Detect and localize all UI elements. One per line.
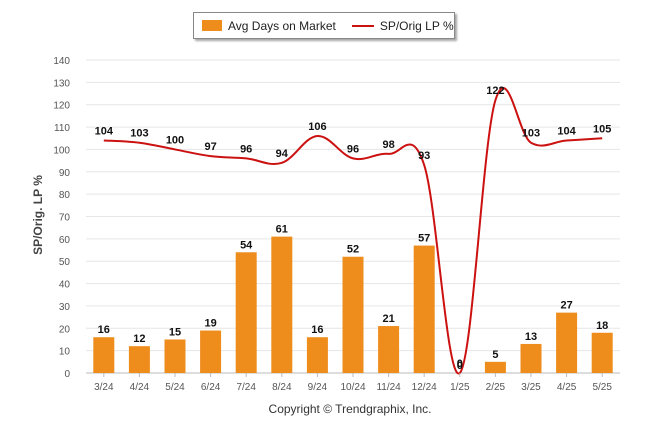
bar[interactable] [591, 332, 613, 373]
bar-data-label: 12 [133, 333, 145, 345]
x-tick-label: 9/24 [308, 382, 328, 393]
bar[interactable] [128, 346, 150, 373]
copyright-footer: Copyright © Trendgraphix, Inc. [268, 402, 432, 416]
bar[interactable] [520, 343, 542, 373]
line-data-label: 97 [204, 141, 216, 153]
y-tick-label: 110 [54, 123, 70, 134]
legend: Avg Days on Market SP/Orig LP % [193, 12, 455, 39]
bar[interactable] [271, 236, 293, 373]
line-data-label: 0 [457, 358, 463, 370]
line-data-label: 104 [95, 125, 114, 137]
line-data-label: 122 [486, 85, 504, 97]
bar[interactable] [93, 337, 115, 373]
x-tick-label: 7/24 [236, 382, 256, 393]
bar[interactable] [200, 330, 222, 373]
x-tick-label: 2/25 [486, 382, 506, 393]
x-tick-label: 10/24 [340, 382, 365, 393]
legend-label-bar: Avg Days on Market [228, 18, 336, 33]
line-path[interactable] [103, 87, 603, 375]
line-data-label: 103 [522, 128, 540, 140]
x-tick-label: 11/24 [376, 382, 401, 393]
line-data-label: 96 [347, 143, 359, 155]
x-axis-ticks: 3/24 4/24 5/24 6/24 7/24 8/24 9/24 10/24 11/24 12… [94, 373, 612, 393]
x-tick-label: 4/25 [557, 382, 577, 393]
bar[interactable] [378, 326, 400, 373]
bar-data-label: 27 [560, 300, 572, 312]
y-tick-label: 40 [59, 280, 71, 291]
y-tick-label: 70 [59, 213, 71, 224]
y-tick-label: 60 [59, 235, 71, 246]
legend-item-line[interactable]: SP/Orig LP % [351, 18, 454, 33]
legend-swatch-bar [202, 20, 222, 31]
x-tick-label: 4/24 [130, 382, 150, 393]
x-tick-label: 5/24 [165, 382, 185, 393]
bar-data-label: 57 [418, 233, 430, 245]
y-tick-label: 30 [59, 302, 71, 313]
bar-data-label: 54 [240, 239, 253, 251]
bar-data-label: 21 [382, 313, 394, 325]
bar[interactable] [235, 252, 257, 373]
bar-data-label: 19 [204, 318, 216, 330]
line-data-label: 104 [557, 125, 576, 137]
bar-data-label: 52 [347, 244, 359, 256]
bar[interactable] [413, 245, 435, 373]
line-data-label: 96 [240, 143, 252, 155]
legend-label-line: SP/Orig LP % [379, 18, 454, 33]
y-tick-label: 90 [59, 168, 71, 179]
line-data-label: 105 [593, 123, 611, 135]
x-tick-label: 1/25 [450, 382, 470, 393]
legend-item-bar[interactable]: Avg Days on Market [202, 19, 336, 33]
y-tick-label: 20 [59, 324, 71, 335]
x-tick-label: 12/24 [412, 382, 437, 393]
x-tick-label: 3/25 [521, 382, 541, 393]
x-tick-label: 3/24 [94, 382, 114, 393]
bar-data-label: 16 [98, 324, 110, 336]
line-data-label: 103 [130, 128, 148, 140]
y-tick-label: 130 [53, 78, 70, 89]
line-data-label: 106 [308, 121, 326, 133]
y-tick-label: 140 [53, 56, 70, 67]
line-data-label: 93 [418, 150, 430, 162]
y-tick-label: 10 [59, 347, 71, 358]
bar-series [93, 236, 613, 373]
legend-swatch-line [351, 24, 374, 27]
y-tick-label: 120 [53, 101, 70, 112]
y-axis-ticks: 0 10 20 30 40 50 60 70 80 90 100 110 120 130 140 [53, 56, 70, 380]
bar[interactable] [306, 337, 328, 373]
y-tick-label: 80 [59, 190, 71, 201]
bar-data-label: 18 [596, 320, 608, 332]
data-labels: 16 12 15 19 54 61 16 52 21 57 0 5 13 27 18 104 103 100 97 9… [95, 85, 612, 372]
bar-data-label: 16 [311, 324, 323, 336]
bar-data-label: 0 [457, 360, 463, 372]
bar[interactable] [556, 312, 578, 373]
line-series [103, 87, 603, 375]
x-tick-label: 6/24 [201, 382, 221, 393]
line-data-label: 100 [166, 134, 184, 146]
bar[interactable] [164, 339, 186, 373]
line-data-label: 98 [382, 139, 394, 151]
y-tick-label: 100 [53, 145, 70, 156]
x-tick-label: 5/25 [592, 382, 612, 393]
bar-data-label: 5 [492, 349, 498, 361]
y-tick-label: 50 [59, 257, 71, 268]
bar-data-label: 13 [525, 331, 537, 343]
y-tick-label: 0 [64, 369, 70, 380]
x-tick-label: 8/24 [272, 382, 292, 393]
line-data-label: 94 [276, 148, 289, 160]
bar[interactable] [342, 256, 364, 373]
bar[interactable] [484, 361, 506, 373]
bar-data-label: 15 [169, 326, 181, 338]
y-axis-label: SP/Orig. LP % [31, 175, 45, 255]
bar-data-label: 61 [276, 224, 288, 236]
